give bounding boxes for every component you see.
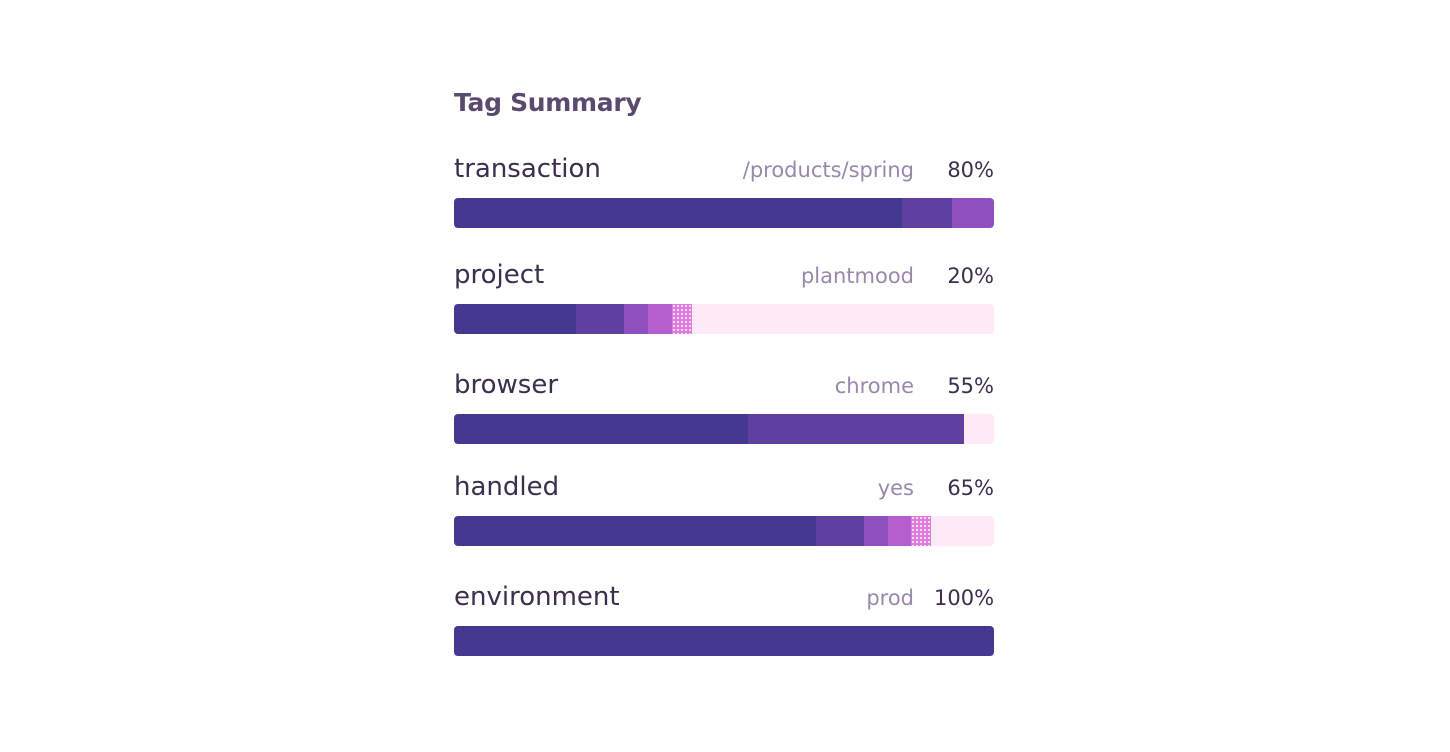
bar-segment[interactable] (454, 198, 903, 228)
tag-summary: Tag Summary transaction /products/spring… (454, 88, 994, 656)
bar-segment[interactable] (624, 304, 648, 334)
tag-top-value: /products/spring (742, 158, 914, 182)
tag-row-browser[interactable]: browser chrome 55% (454, 370, 994, 444)
tag-percent: 65% (947, 476, 994, 500)
tag-row-header: project plantmood 20% (454, 260, 994, 300)
bar-segment[interactable] (454, 516, 816, 546)
tag-distribution-bar[interactable] (454, 516, 994, 546)
tag-top-value: prod (866, 586, 914, 610)
tag-key: handled (454, 472, 560, 502)
bar-segment[interactable] (887, 516, 912, 546)
tag-top-value: plantmood (800, 264, 914, 288)
bar-segment[interactable] (863, 516, 888, 546)
tag-top-value: chrome (834, 374, 914, 398)
tag-percent: 100% (934, 586, 995, 610)
tag-percent: 20% (947, 264, 994, 288)
bar-segment[interactable] (815, 516, 864, 546)
tag-row-environment[interactable]: environment prod 100% (454, 582, 994, 656)
tag-row-handled[interactable]: handled yes 65% (454, 472, 994, 546)
tag-row-header: handled yes 65% (454, 472, 994, 512)
tag-distribution-bar[interactable] (454, 414, 994, 444)
tag-row-header: transaction /products/spring 80% (454, 154, 994, 194)
tag-row-header: environment prod 100% (454, 582, 994, 622)
tag-key: project (454, 260, 545, 290)
tag-percent: 55% (947, 374, 994, 398)
tag-distribution-bar[interactable] (454, 198, 994, 228)
bar-segment[interactable] (911, 516, 932, 546)
bar-segment[interactable] (671, 304, 692, 334)
tag-row-project[interactable]: project plantmood 20% (454, 260, 994, 334)
tag-top-value: yes (877, 476, 914, 500)
tag-row-transaction[interactable]: transaction /products/spring 80% (454, 154, 994, 228)
bar-segment[interactable] (576, 304, 625, 334)
bar-segment[interactable] (454, 304, 577, 334)
tag-distribution-bar[interactable] (454, 626, 994, 656)
tag-distribution-bar[interactable] (454, 304, 994, 334)
tag-key: browser (454, 370, 559, 400)
bar-segment[interactable] (647, 304, 672, 334)
bar-segment[interactable] (902, 198, 953, 228)
bar-segment[interactable] (747, 414, 964, 444)
tag-key: environment (454, 582, 620, 612)
tag-summary-title: Tag Summary (454, 88, 642, 117)
bar-segment[interactable] (454, 626, 994, 656)
tag-row-header: browser chrome 55% (454, 370, 994, 410)
tag-key: transaction (454, 154, 601, 184)
tag-percent: 80% (947, 158, 994, 182)
bar-segment[interactable] (454, 414, 748, 444)
bar-segment[interactable] (952, 198, 994, 228)
